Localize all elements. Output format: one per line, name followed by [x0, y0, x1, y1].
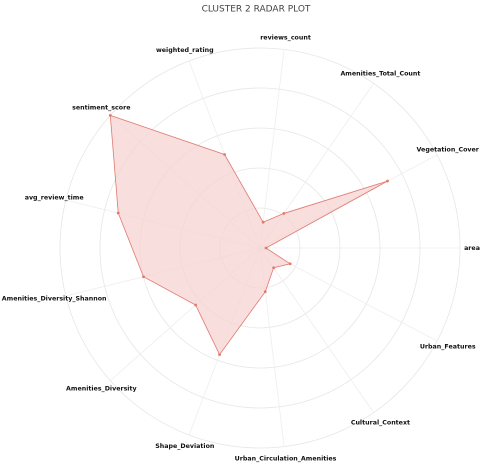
radar-point: [288, 262, 292, 266]
axis-spoke: [259, 247, 374, 413]
axis-label: Amenities_Diversity: [66, 386, 137, 393]
radar-point: [264, 246, 268, 250]
radar-point: [142, 275, 145, 279]
radar-point: [194, 303, 198, 307]
axis-label: area: [464, 245, 480, 252]
chart-title: CLUSTER 2 RADAR PLOT: [202, 5, 311, 15]
axis-label: avg_review_time: [25, 194, 84, 201]
radar-point: [282, 212, 286, 215]
axis-label: Vegetation_Cover: [417, 146, 480, 153]
axis-label: Cultural_Context: [351, 419, 410, 426]
radar-point: [261, 220, 265, 224]
axis-label: sentiment_score: [72, 104, 130, 111]
axis-label: Shape_Deviation: [155, 443, 214, 450]
radar-point: [386, 179, 389, 183]
radar-area: [109, 114, 388, 356]
axis-label: Urban_Circulation_Amenities: [235, 455, 337, 462]
axis-label: Amenities_Total_Count: [340, 71, 420, 78]
radar-point: [218, 353, 221, 356]
axis-label: reviews_count: [260, 35, 311, 42]
radar-point: [108, 113, 112, 117]
radar-point: [272, 266, 276, 270]
axis-label: Urban_Features: [420, 344, 476, 351]
radar-point: [116, 211, 120, 215]
axis-spoke: [259, 49, 285, 249]
radar-point: [263, 290, 267, 294]
axis-label: weighted_rating: [156, 47, 214, 54]
radar-point: [223, 153, 226, 156]
axis-label: Amenities_Diversity_Shannon: [2, 296, 107, 303]
